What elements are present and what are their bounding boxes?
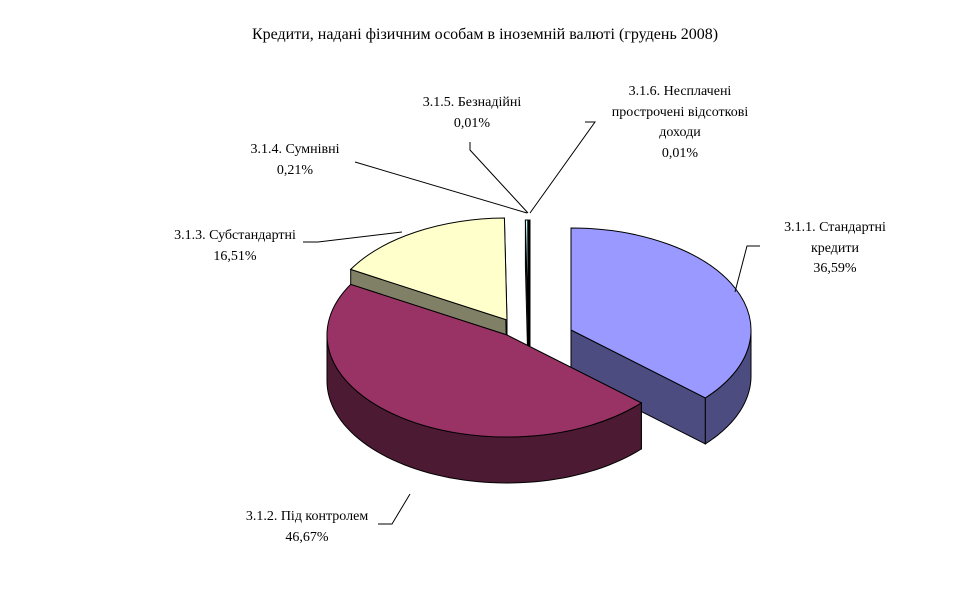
chart-title: Кредити, надані фізичним особам в інозем… bbox=[251, 26, 719, 43]
slice-top-face bbox=[349, 217, 508, 321]
leader-line-3 bbox=[303, 231, 403, 243]
leader-line-5 bbox=[469, 142, 529, 214]
data-label-1: 3.1.1. Стандартні кредити 36,59% bbox=[784, 218, 886, 280]
slice-name: 3.1.6. Несплачені bbox=[628, 84, 732, 99]
slice-name: 3.1.5. Безнадійні bbox=[422, 95, 522, 110]
slice-name: 3.1.3. Субстандартні bbox=[174, 228, 296, 243]
slice-name: прострочені відсоткові bbox=[611, 104, 749, 120]
slice-top-face bbox=[326, 283, 643, 438]
data-label-5: 3.1.5. Безнадійні 0,01% bbox=[423, 93, 522, 134]
slice-value: 36,59% bbox=[813, 261, 857, 276]
leader-line-2 bbox=[378, 493, 411, 525]
slice-value: 0,01% bbox=[661, 145, 699, 161]
slice-value: 0,21% bbox=[276, 162, 314, 178]
slice-name: доходи bbox=[659, 125, 701, 140]
slice-name: кредити bbox=[810, 240, 860, 256]
pie-slice-2 bbox=[326, 283, 643, 484]
leader-line-6 bbox=[529, 121, 596, 214]
slice-top-face bbox=[570, 227, 752, 399]
slice-top-face bbox=[524, 219, 529, 323]
leader-line-1 bbox=[734, 245, 760, 293]
slice-name: 3.1.1. Стандартні bbox=[784, 220, 886, 235]
slice-name: 3.1.2. Під контролем bbox=[245, 509, 369, 524]
slice-name: 3.1.4. Сумнівні bbox=[250, 142, 340, 157]
slice-value: 16,51% bbox=[213, 248, 257, 264]
data-label-6: 3.1.6. Несплачені прострочені відсоткові д… bbox=[612, 82, 748, 164]
data-label-4: 3.1.4. Сумнівні 0,21% bbox=[250, 140, 339, 181]
slice-value: 0,01% bbox=[453, 115, 491, 131]
slice-value: 46,67% bbox=[285, 529, 329, 545]
data-label-3: 3.1.3. Субстандартні 16,51% bbox=[174, 226, 296, 267]
pie-slice-1 bbox=[570, 227, 752, 445]
data-label-2: 3.1.2. Під контролем 46,67% bbox=[246, 507, 368, 548]
leader-line-4 bbox=[354, 161, 528, 214]
